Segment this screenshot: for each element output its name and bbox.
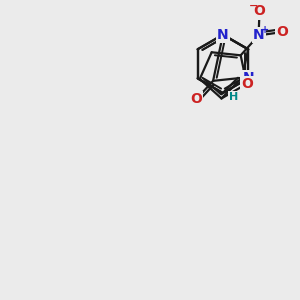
Text: N: N	[217, 28, 229, 42]
Text: O: O	[190, 92, 202, 106]
Text: N: N	[242, 71, 254, 85]
Text: O: O	[276, 25, 288, 39]
Text: −: −	[248, 1, 258, 11]
Text: N: N	[253, 28, 264, 42]
Text: O: O	[254, 4, 266, 19]
Text: H: H	[229, 92, 238, 102]
Text: +: +	[261, 25, 269, 34]
Text: O: O	[241, 77, 253, 91]
